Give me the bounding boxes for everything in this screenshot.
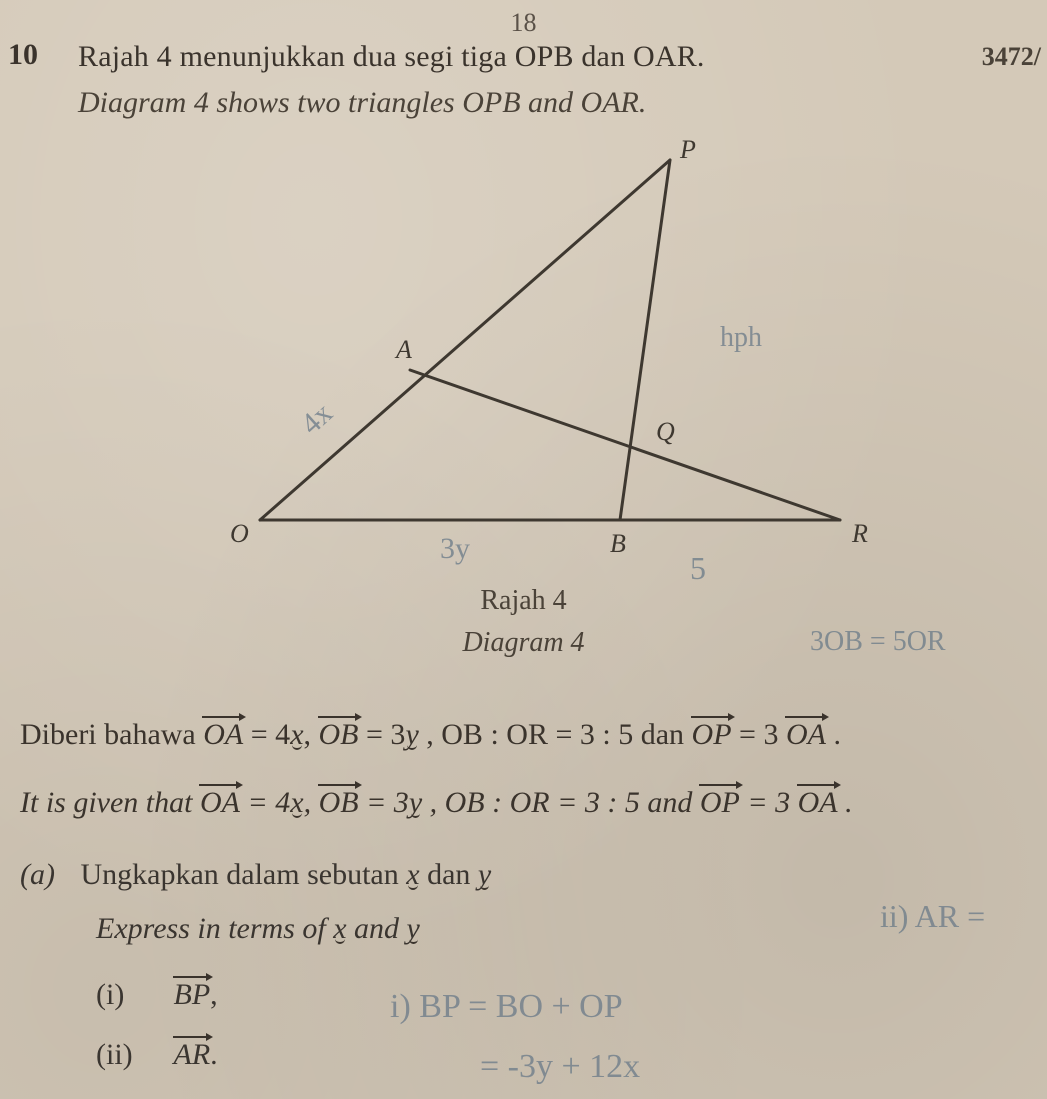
- text: Diagram 4 shows two triangles OPB and OA…: [78, 86, 646, 119]
- svg-text:P: P: [679, 135, 696, 164]
- text: .: [833, 718, 841, 751]
- diagram-4: OBRAPQ: [200, 140, 880, 560]
- sub-i-label: (i): [96, 978, 166, 1012]
- question-line-en: Diagram 4 shows two triangles OPB and OA…: [78, 86, 646, 120]
- y: y: [405, 718, 418, 752]
- text: Rajah 4 menunjukkan dua segi tiga OPB da…: [78, 40, 705, 73]
- text: OP: [700, 786, 740, 819]
- text: = 3: [366, 718, 405, 751]
- text: Express in terms of: [96, 912, 333, 945]
- text: Ungkapkan dalam sebutan: [80, 858, 406, 891]
- vec-OA: OA: [786, 718, 826, 752]
- subparts: (i) BP, (ii) AR.: [96, 978, 218, 1098]
- text: OB: [319, 718, 359, 751]
- question-line-ms: Rajah 4 menunjukkan dua segi tiga OPB da…: [78, 40, 705, 74]
- sub-ii: (ii) AR.: [96, 1038, 218, 1098]
- text: BP: [174, 978, 211, 1011]
- handwriting: = -3y + 12x: [480, 1048, 640, 1086]
- part-a-en: Express in terms of x and y: [96, 912, 420, 946]
- given-en: It is given that OA = 4x, OB = 3y , OB :…: [20, 786, 1020, 820]
- svg-text:R: R: [851, 519, 868, 548]
- part-a-label: (a): [20, 858, 55, 891]
- vec-OA: OA: [798, 786, 838, 820]
- text: .: [845, 786, 853, 819]
- handwriting: hph: [720, 322, 762, 354]
- vec-OA: OA: [203, 718, 243, 752]
- handwriting: 5: [690, 550, 706, 587]
- text: .: [210, 1038, 218, 1071]
- sub-ii-label: (ii): [96, 1038, 166, 1072]
- caption-ms: Rajah 4: [480, 585, 566, 616]
- x: x: [290, 718, 303, 752]
- text: ,: [210, 978, 218, 1011]
- text: ,: [304, 786, 319, 819]
- text: dan: [641, 718, 692, 751]
- svg-text:A: A: [394, 335, 412, 364]
- text: = 3: [366, 786, 409, 819]
- text: and: [647, 786, 700, 819]
- paper-code: 3472/: [982, 42, 1041, 72]
- vec-OP: OP: [700, 786, 740, 820]
- diagram-svg: OBRAPQ: [200, 140, 880, 560]
- vec-OA: OA: [200, 786, 240, 820]
- vec-OB: OB: [319, 718, 359, 752]
- text: , OB : OR = 3 : 5: [426, 718, 640, 751]
- handwriting: 3OB = 5OR: [810, 626, 946, 658]
- x: x: [406, 858, 419, 892]
- vec-OP: OP: [692, 718, 732, 752]
- text: ,: [304, 718, 319, 751]
- vec-OB: OB: [319, 786, 359, 820]
- text: OB: [319, 786, 359, 819]
- text: OA: [200, 786, 240, 819]
- text: It is given that: [20, 786, 200, 819]
- text: dan: [427, 858, 478, 891]
- svg-text:B: B: [610, 529, 626, 558]
- text: and: [354, 912, 407, 945]
- text: Diberi bahawa: [20, 718, 203, 751]
- text: OA: [786, 718, 826, 751]
- text: = 4: [251, 718, 290, 751]
- x: x: [333, 912, 346, 946]
- y: y: [409, 786, 422, 820]
- text: , OB : OR = 3 : 5: [430, 786, 648, 819]
- text: OA: [798, 786, 838, 819]
- text: = 3: [739, 718, 778, 751]
- vec-BP: BP: [174, 978, 211, 1012]
- y: y: [407, 912, 420, 946]
- text: OA: [203, 718, 243, 751]
- text: AR: [174, 1038, 211, 1071]
- part-a: (a) Ungkapkan dalam sebutan x dan y: [20, 858, 491, 892]
- svg-text:Q: Q: [656, 417, 675, 446]
- handwriting: ii) AR =: [880, 898, 985, 935]
- svg-text:O: O: [230, 519, 249, 548]
- handwriting: 3y: [440, 532, 470, 566]
- handwriting: i) BP = BO + OP: [390, 988, 623, 1026]
- x: x: [290, 786, 303, 820]
- text: = 4: [247, 786, 290, 819]
- page-number: 18: [511, 8, 537, 38]
- text: = 3: [747, 786, 790, 819]
- y: y: [478, 858, 491, 892]
- question-number: 10: [8, 38, 38, 72]
- vec-AR: AR: [174, 1038, 211, 1072]
- sub-i: (i) BP,: [96, 978, 218, 1038]
- given-ms: Diberi bahawa OA = 4x, OB = 3y , OB : OR…: [20, 718, 1020, 752]
- text: OP: [692, 718, 732, 751]
